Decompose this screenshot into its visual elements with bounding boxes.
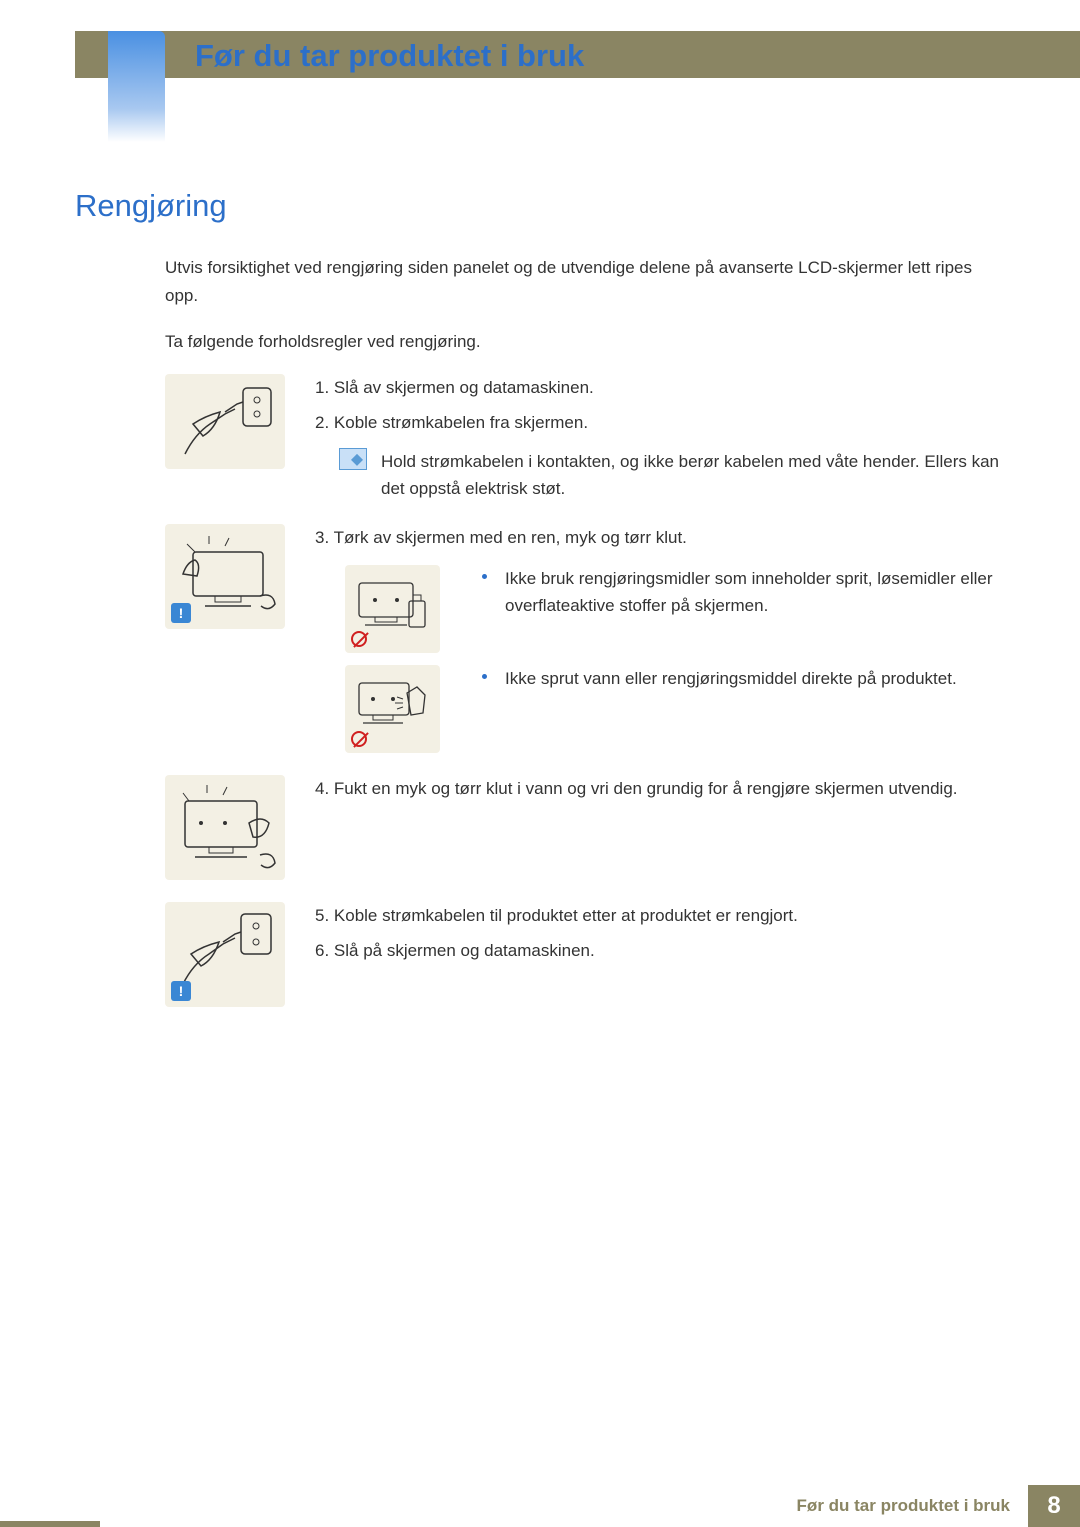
illustration-unplug — [165, 374, 285, 469]
footer-rule-left — [0, 1521, 100, 1527]
step-3-bullet-2: Ikke sprut vann eller rengjøringsmiddel … — [505, 665, 957, 692]
step-2-text: 2. Koble strømkabelen fra skjermen. — [315, 409, 1005, 438]
bullet-icon — [482, 674, 487, 679]
step-3-sub-2: Ikke sprut vann eller rengjøringsmiddel … — [315, 665, 1005, 753]
step-5-text: 5. Koble strømkabelen til produktet ette… — [315, 902, 1005, 931]
illustration-wipe: ! — [165, 524, 285, 629]
step-1-text: 1. Slå av skjermen og datamaskinen. — [315, 374, 1005, 403]
step-3-text: 3. Tørk av skjermen med en ren, myk og t… — [315, 524, 1005, 553]
intro-paragraph-2: Ta følgende forholdsregler ved rengjørin… — [165, 328, 1005, 356]
illustration-no-chemical — [345, 565, 440, 653]
step-text-5-6: 5. Koble strømkabelen til produktet ette… — [315, 902, 1005, 972]
step-text-3: 3. Tørk av skjermen med en ren, myk og t… — [315, 524, 1005, 753]
step-3-sub-1: Ikke bruk rengjøringsmidler som innehold… — [315, 565, 1005, 653]
intro-paragraph-1: Utvis forsiktighet ved rengjøring siden … — [165, 254, 1005, 310]
step-6-text: 6. Slå på skjermen og datamaskinen. — [315, 937, 1005, 966]
footer: Før du tar produktet i bruk 8 — [0, 1485, 1080, 1527]
footer-page-number: 8 — [1028, 1485, 1080, 1527]
footer-chapter-label: Før du tar produktet i bruk — [779, 1496, 1028, 1516]
step-4-text: 4. Fukt en myk og tørr klut i vann og vr… — [315, 775, 1005, 804]
step-block-4: 4. Fukt en myk og tørr klut i vann og vr… — [165, 775, 1005, 880]
step-block-5: ! 5. Koble strømkabelen til produktet et… — [165, 902, 1005, 1007]
bullet-row-1: Ikke bruk rengjøringsmidler som innehold… — [458, 565, 1005, 619]
bullet-row-2: Ikke sprut vann eller rengjøringsmiddel … — [458, 665, 957, 692]
step-3-bullet-1: Ikke bruk rengjøringsmidler som innehold… — [505, 565, 1005, 619]
illustration-damp-cloth — [165, 775, 285, 880]
content-area: Utvis forsiktighet ved rengjøring siden … — [165, 254, 1005, 1029]
step-block-1: 1. Slå av skjermen og datamaskinen. 2. K… — [165, 374, 1005, 502]
bullet-icon — [482, 574, 487, 579]
step-2-note: Hold strømkabelen i kontakten, og ikke b… — [339, 448, 1005, 502]
info-badge-icon: ! — [171, 981, 191, 1001]
illustration-plug-in: ! — [165, 902, 285, 1007]
info-badge-icon: ! — [171, 603, 191, 623]
page: Før du tar produktet i bruk Rengjøring U… — [0, 0, 1080, 1527]
section-title: Rengjøring — [75, 188, 227, 224]
step-block-3: ! 3. Tørk av skjermen med en ren, myk og… — [165, 524, 1005, 753]
note-icon — [339, 448, 367, 470]
step-text-1-2: 1. Slå av skjermen og datamaskinen. 2. K… — [315, 374, 1005, 502]
step-2-note-text: Hold strømkabelen i kontakten, og ikke b… — [381, 448, 1005, 502]
illustration-no-spray — [345, 665, 440, 753]
chapter-tab — [108, 31, 165, 142]
header-title: Før du tar produktet i bruk — [195, 38, 584, 74]
